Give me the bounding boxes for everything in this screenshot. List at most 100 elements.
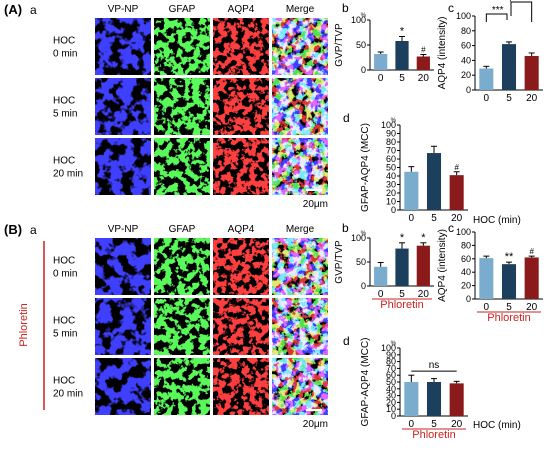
- x-tick-label: 0: [484, 302, 490, 313]
- column-header: VP-NP: [108, 4, 139, 15]
- x-tick-label: 0: [409, 419, 415, 430]
- y-tick-label: 90: [386, 129, 396, 139]
- y-tick-label: 60: [386, 370, 396, 380]
- bar-5min: [426, 382, 442, 416]
- micrograph-vp-np-image: [95, 358, 151, 415]
- y-tick-label: 50: [386, 377, 396, 387]
- x-tick-label: 20: [418, 289, 430, 300]
- y-tick-label: 100: [351, 15, 366, 25]
- x-tick-label: 0: [378, 73, 384, 84]
- bar-20min: [416, 245, 430, 286]
- x-tick-label: 0: [409, 213, 415, 224]
- micrograph-aqp4-image: [213, 298, 269, 355]
- y-unit-label: %: [361, 13, 367, 19]
- y-tick-label: 100: [456, 227, 471, 237]
- sig-label: ns: [429, 360, 440, 371]
- subpanel-label-a: a: [30, 223, 37, 237]
- x-tick-label: 20: [451, 213, 463, 224]
- y-tick-label: 50: [356, 257, 366, 267]
- y-tick-label: 70: [386, 146, 396, 156]
- chart-B-c: 0 20 40 60 80 100 AQP4 (intensity) 0 5 ** 20 # Phlor…: [437, 227, 543, 324]
- bar-0min: [404, 382, 419, 416]
- row-label-time: 0 min: [53, 49, 77, 60]
- y-tick-label: 0: [466, 294, 471, 304]
- y-tick-label: 0: [391, 411, 396, 421]
- column-header: AQP4: [228, 4, 255, 15]
- significance-marker: *: [400, 232, 405, 244]
- subpanel-label-c: c: [448, 1, 454, 15]
- y-tick-label: 40: [386, 384, 396, 394]
- y-tick-label: 80: [386, 137, 396, 147]
- chart-A-c: 0 20 40 60 80 100 AQP4 (intensity) 0 5 20 *** p=0.0…: [437, 0, 543, 104]
- y-tick-label: 20: [386, 188, 396, 198]
- y-unit-label: %: [391, 341, 397, 347]
- x-tick-label: 5: [431, 213, 437, 224]
- y-tick-label: 40: [461, 55, 471, 65]
- x-tick-label: 0: [378, 289, 384, 300]
- sig-bracket-right: [510, 1, 533, 22]
- row-label-hoc: HOC: [53, 376, 75, 387]
- row-label-time: 0 min: [53, 269, 77, 280]
- y-tick-label: 80: [461, 240, 471, 250]
- significance-marker: #: [529, 247, 534, 256]
- micrograph-merge-image: [272, 238, 328, 295]
- column-header: VP-NP: [108, 224, 139, 235]
- y-tick-label: 70: [386, 363, 396, 373]
- y-axis-label: GVP/TVP: [334, 240, 345, 284]
- micrograph-vp-np-image: [95, 138, 151, 195]
- bar-20min: [449, 383, 464, 416]
- chart-B-b: 0 50 100% GVP/TVP 0 5 * 20 * Phloretin: [334, 231, 434, 311]
- column-header: GFAP: [169, 224, 196, 235]
- sig-label-left: ***: [492, 5, 504, 16]
- y-tick-label: 90: [386, 350, 396, 360]
- subpanel-label-b: b: [342, 221, 349, 235]
- bar-20min: [524, 257, 539, 299]
- phloretin-group-label: Phloretin: [412, 429, 455, 441]
- y-tick-label: 30: [386, 180, 396, 190]
- column-header: Merge: [286, 4, 315, 15]
- micrograph-gfap-image: [154, 238, 210, 295]
- hoc-min-label: HOC (min): [473, 420, 521, 431]
- x-tick-label: 20: [418, 73, 430, 84]
- bar-20min: [524, 55, 539, 90]
- x-tick-label: 5: [399, 289, 405, 300]
- subpanel-label-d: d: [343, 334, 350, 348]
- y-tick-label: 100: [381, 343, 396, 353]
- subpanel-label-c: c: [448, 221, 454, 235]
- y-axis-label: GFAP-AQP4 (MCC): [360, 123, 371, 212]
- micrograph-vp-np-image: [95, 238, 151, 295]
- y-axis-label: GVP/TVP: [334, 23, 345, 67]
- bar-5min: [501, 44, 517, 90]
- x-tick-label: 0: [484, 93, 490, 104]
- y-tick-label: 40: [461, 267, 471, 277]
- bar-5min: [501, 264, 517, 299]
- bar-20min: [449, 175, 464, 210]
- y-tick-label: 50: [356, 40, 366, 50]
- micrograph-aqp4-image: [213, 138, 269, 195]
- row-label-time: 5 min: [53, 109, 77, 120]
- x-tick-label: 5: [399, 73, 405, 84]
- y-tick-label: 60: [386, 154, 396, 164]
- significance-marker: **: [505, 251, 514, 263]
- significance-marker: #: [421, 46, 426, 55]
- y-tick-label: 30: [386, 391, 396, 401]
- micrograph-gfap-image: [154, 78, 210, 135]
- micrograph-merge-image: [272, 358, 328, 415]
- column-header: GFAP: [169, 4, 196, 15]
- scale-bar-label: 20μm: [303, 419, 328, 430]
- sig-label-right: p=0.06: [509, 0, 535, 2]
- phloretin-group-label: Phloretin: [487, 312, 530, 324]
- y-tick-label: 60: [461, 254, 471, 264]
- x-tick-label: 20: [451, 419, 463, 430]
- row-label-hoc: HOC: [53, 316, 75, 327]
- panel_B-micrograph-grid: [95, 238, 328, 415]
- y-tick-label: 100: [381, 120, 396, 130]
- micrograph-merge-image: [272, 78, 328, 135]
- micrograph-gfap-image: [154, 358, 210, 415]
- significance-marker: *: [421, 232, 426, 244]
- chart-A-b: 0 50 100% GVP/TVP 0 5 * 20 #: [334, 13, 434, 84]
- row-label-time: 20 min: [53, 169, 83, 180]
- y-tick-label: 0: [391, 205, 396, 215]
- bar-0min: [479, 258, 494, 299]
